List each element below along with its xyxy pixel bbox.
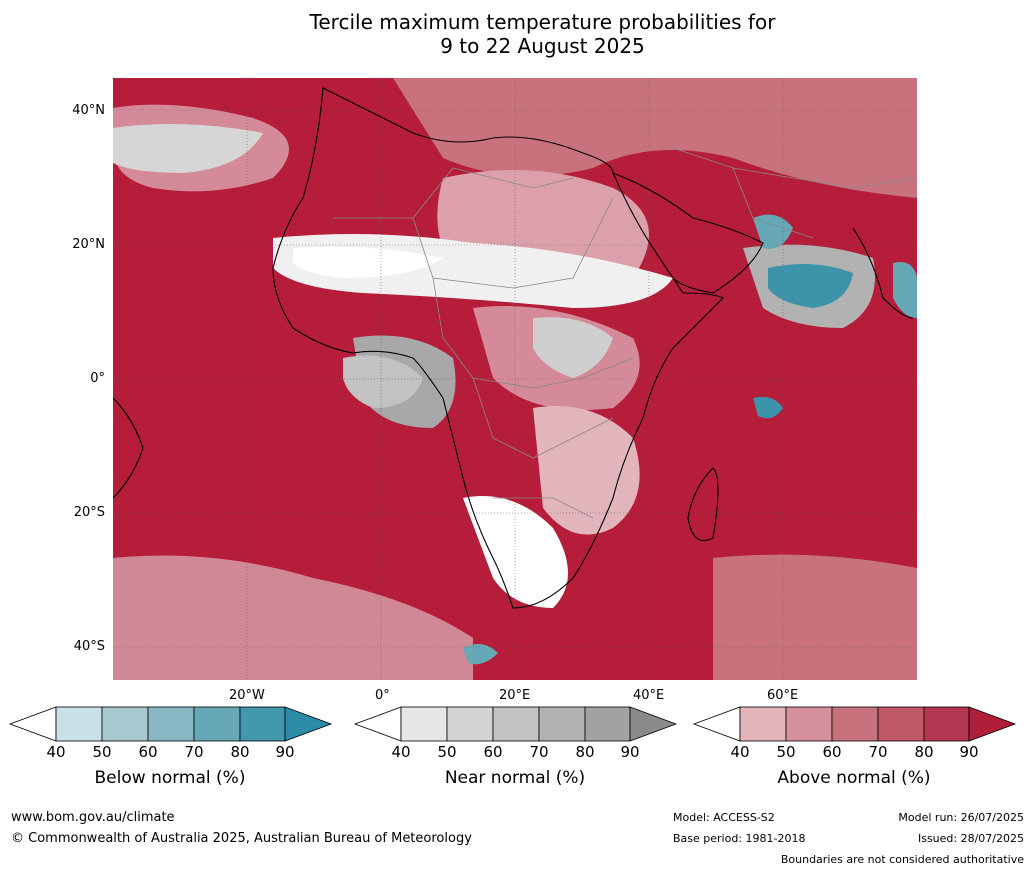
title-line-2: 9 to 22 August 2025 [440,34,645,58]
tick-80: 80 [914,743,934,761]
colorbar-above-normal [692,706,1017,742]
tick-40: 40 [391,743,411,761]
lat-label-40s: 40°S [73,639,105,654]
tick-60: 60 [138,743,158,761]
lat-label-40n: 40°N [72,103,105,118]
lon-label-20e: 20°E [499,688,531,703]
tick-70: 70 [529,743,549,761]
tick-70: 70 [868,743,888,761]
country-boundaries [333,147,914,519]
website-link[interactable]: www.bom.gov.au/climate [11,810,175,825]
tick-90: 90 [959,743,979,761]
lon-label-60e: 60°E [767,688,799,703]
disclaimer-text: Boundaries are not considered authoritat… [780,853,1024,866]
legend-below-normal: 40 50 60 70 80 90 Below normal (%) [8,706,338,788]
copyright-text: © Commonwealth of Australia 2025, Austra… [11,831,472,846]
probability-map [113,78,917,680]
tick-40: 40 [46,743,66,761]
base-period-text: Base period: 1981-2018 [673,832,806,845]
tick-90: 90 [620,743,640,761]
title-line-1: Tercile maximum temperature probabilitie… [309,10,776,34]
legend-near-normal: 40 50 60 70 80 90 Near normal (%) [353,706,683,788]
lon-label-40e: 40°E [633,688,665,703]
tick-60: 60 [822,743,842,761]
tick-80: 80 [575,743,595,761]
legend-label-near: Near normal (%) [444,768,586,788]
graticule [113,78,917,680]
tick-50: 50 [92,743,112,761]
legend-label-below: Below normal (%) [94,768,246,788]
tick-50: 50 [776,743,796,761]
colorbar-near-normal [353,706,678,742]
tick-40: 40 [730,743,750,761]
tick-70: 70 [184,743,204,761]
map-canvas [113,78,917,680]
colorbar-below-normal [8,706,333,742]
tick-60: 60 [483,743,503,761]
legend-above-normal: 40 50 60 70 80 90 Above normal (%) [692,706,1022,788]
issued-text: Issued: 28/07/2025 [917,832,1024,845]
lon-label-20w: 20°W [229,688,265,703]
lat-label-20s: 20°S [73,505,105,520]
model-text: Model: ACCESS-S2 [673,811,775,824]
model-run-text: Model run: 26/07/2025 [898,811,1024,824]
lat-label-0: 0° [90,371,105,386]
lat-label-20n: 20°N [72,237,105,252]
map-title: Tercile maximum temperature probabilitie… [0,10,1035,58]
legend-label-above: Above normal (%) [777,768,931,788]
coastlines [113,87,914,609]
tick-50: 50 [437,743,457,761]
tick-80: 80 [230,743,250,761]
near-normal-patches [113,124,875,608]
tick-90: 90 [275,743,295,761]
lon-label-0: 0° [375,688,390,703]
